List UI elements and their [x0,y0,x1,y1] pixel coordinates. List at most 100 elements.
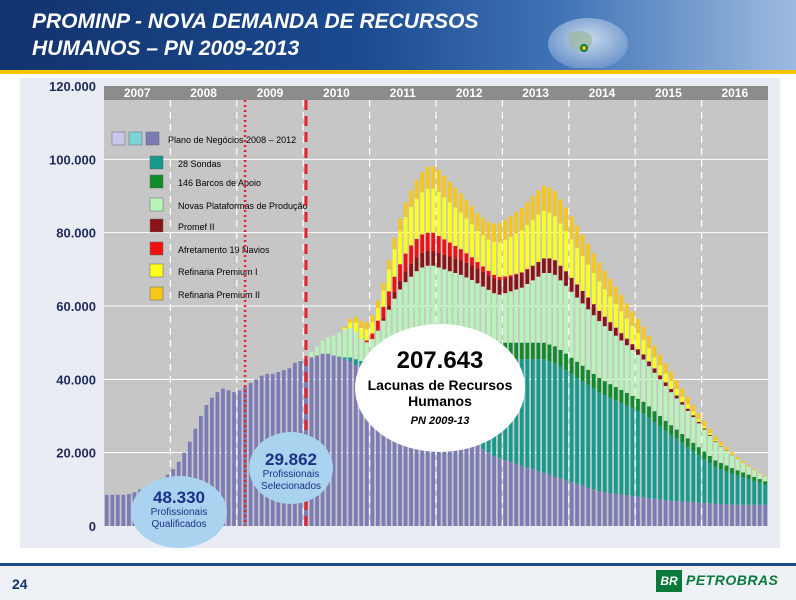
bar-segment [735,470,740,476]
bar-segment [636,398,640,411]
bar-segment [497,279,502,295]
bar-segment [508,236,513,276]
bar-segment [553,362,557,477]
bar-segment [647,361,651,367]
bar-segment [387,291,391,306]
bar-segment [337,357,342,526]
bar-segment [193,428,198,526]
bar-segment [420,234,425,253]
bar-segment [763,504,768,526]
bar-segment [503,460,508,526]
bar-segment [398,264,402,281]
bar-segment [641,497,646,526]
bar-segment [481,266,485,272]
bar-segment [326,337,330,354]
bar-segment [381,320,386,354]
bar-segment [641,359,646,402]
qualified-bubble-text: 48.330 [153,488,205,507]
bar-segment [580,485,585,526]
bar-segment [376,330,380,357]
bar-segment [470,206,474,225]
bar-segment [459,212,463,250]
bar-segment [459,249,463,261]
bar-segment [625,392,629,406]
bar-segment [752,470,757,477]
bar-segment [663,363,668,374]
bar-segment [425,412,430,526]
bar-segment [752,504,757,526]
bar-segment [542,359,546,473]
bar-segment [486,239,491,271]
bar-segment [475,445,480,526]
bar-segment [735,459,740,471]
bar-segment [619,333,624,341]
bar-segment [425,232,430,251]
bar-segment [575,225,579,248]
bar-segment [492,293,496,342]
legend-label: 146 Barcos de Apoio [178,178,261,188]
gap-ellipse-text: 207.643 [397,347,484,374]
bar-segment [431,265,436,330]
bar-segment [470,441,474,526]
bar-segment [442,239,447,255]
bar-segment [586,297,591,310]
bar-segment [486,275,491,290]
bar-segment [547,212,552,259]
bar-segment [641,339,646,355]
bar-segment [553,260,557,275]
bar-segment [508,275,513,277]
bar-segment [403,397,408,526]
bar-segment [713,460,718,467]
bar-segment [514,342,519,360]
bar-segment [625,405,629,496]
bar-segment [459,274,463,330]
bar-segment [691,502,696,526]
bar-segment [613,327,618,336]
bar-segment [353,364,358,526]
bar-segment [398,231,402,265]
bar-segment [613,286,618,304]
bar-segment [392,292,397,299]
bar-segment [680,404,685,434]
bar-segment [691,417,696,443]
bar-segment [597,321,602,378]
bar-segment [392,390,397,526]
gap-ellipse-text: Humanos [408,393,472,409]
bar-segment [475,268,480,284]
bar-segment [110,494,115,526]
bar-segment [630,311,635,326]
bar-segment [569,239,574,278]
bar-segment [613,400,618,494]
bar-segment [696,423,701,448]
bar-segment [674,395,679,399]
bar-segment [685,410,690,439]
bar-segment [658,416,662,427]
bar-segment [486,452,491,526]
bar-segment [669,388,674,393]
bar-segment [442,175,447,198]
bar-segment [431,232,436,251]
bar-segment [353,317,358,323]
bar-segment [763,481,768,485]
bar-segment [104,494,109,526]
bar-segment [602,289,607,317]
bar-segment [708,462,712,504]
bar-segment [564,207,568,231]
bar-segment [359,368,364,526]
bar-segment [470,265,474,280]
bar-segment [409,245,413,264]
bar-segment [708,433,712,435]
bar-segment [558,366,563,479]
bar-segment [508,291,513,343]
header-accent-line [0,70,796,74]
bar-segment [309,351,314,358]
bar-segment [459,434,463,526]
bar-segment [696,421,701,424]
legend-label: Novas Plataformas de Produção [178,201,308,211]
bar-segment [542,210,546,259]
bar-segment [757,482,762,505]
bar-segment [542,342,546,360]
bar-segment [724,504,729,526]
bar-segment [326,353,330,526]
bar-segment [658,426,662,500]
